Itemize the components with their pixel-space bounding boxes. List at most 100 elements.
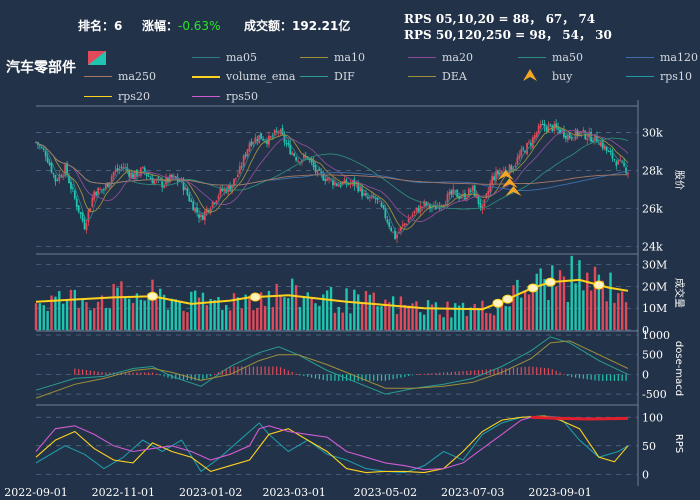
x-tick-label: 2022-11-01	[92, 486, 155, 499]
candle-body	[452, 188, 455, 195]
candle-body	[89, 208, 92, 213]
candle-body	[242, 155, 245, 168]
candle-body	[215, 200, 218, 204]
volume-marker	[544, 277, 556, 287]
macd-bar	[602, 374, 604, 381]
candle-body	[48, 162, 51, 165]
candle-body	[190, 200, 193, 202]
macd-bar	[322, 374, 324, 381]
candle-body	[143, 167, 146, 173]
macd-bar	[625, 374, 627, 381]
y-tick-label: 50	[642, 440, 656, 453]
candle-body	[332, 179, 334, 186]
volume-bar	[42, 305, 45, 330]
candle-body	[448, 191, 451, 195]
volume-bar	[411, 303, 414, 330]
macd-bar	[233, 366, 235, 375]
candle-body	[374, 198, 377, 200]
volume-bar	[322, 294, 325, 330]
candle-body	[320, 171, 323, 174]
candle-body	[500, 170, 503, 174]
macd-bar	[477, 370, 480, 375]
candle-body	[289, 143, 292, 155]
volume-bar	[593, 266, 597, 330]
candle-body	[446, 194, 449, 206]
candle-body	[421, 206, 424, 208]
volume-bar	[454, 303, 457, 330]
volume-bar	[329, 287, 333, 330]
macd-bar	[210, 374, 212, 377]
volume-bar	[609, 272, 612, 330]
volume-bar	[477, 309, 480, 330]
macd-bar	[369, 374, 371, 381]
macd-bar	[606, 374, 608, 381]
volume-bar	[85, 302, 88, 330]
macd-bar	[559, 372, 561, 375]
x-tick-label: 2023-09-01	[528, 486, 591, 499]
volume-bar	[523, 291, 527, 330]
candle-body	[73, 190, 76, 199]
candle-body	[186, 188, 189, 195]
macd-bar	[509, 367, 511, 375]
macd-bar	[314, 374, 317, 379]
candle-body	[531, 137, 534, 148]
volume-bar	[54, 296, 57, 330]
volume-bar	[543, 279, 546, 330]
volume-marker	[593, 280, 605, 290]
volume-bar	[61, 303, 65, 330]
candle-body	[335, 183, 338, 186]
candle-body	[273, 130, 276, 135]
volume-bar	[415, 301, 418, 330]
macd-bar	[474, 370, 476, 375]
ma10-line	[35, 125, 629, 230]
y-tick-label: 0	[642, 468, 649, 481]
macd-bar	[89, 370, 91, 375]
macd-bar	[179, 374, 181, 380]
candle-body	[502, 169, 505, 171]
volume-bar	[597, 274, 601, 330]
macd-bar	[229, 366, 231, 375]
macd-bar	[365, 374, 367, 381]
chart-title: 汽车零部件	[6, 60, 76, 76]
candle-body	[77, 205, 80, 212]
candle-body	[353, 179, 356, 186]
candle-body	[44, 151, 47, 157]
candle-body	[87, 210, 90, 222]
volume-bar	[617, 293, 620, 330]
volume-marker	[492, 298, 504, 308]
macd-bar	[528, 366, 530, 375]
candle-body	[400, 226, 402, 232]
macd-bar	[248, 366, 251, 375]
candle-body	[425, 202, 428, 206]
macd-bar	[303, 374, 305, 377]
candle-body	[293, 153, 296, 156]
macd-bar	[532, 366, 534, 375]
macd-bar	[287, 370, 289, 375]
candle-body	[114, 169, 117, 173]
volume-bar	[65, 300, 69, 330]
legend-swatch	[408, 76, 436, 77]
macd-bar	[443, 372, 445, 375]
candle-body	[615, 161, 618, 166]
x-tick-label: 2023-01-02	[179, 486, 242, 499]
volume-bar	[360, 302, 364, 330]
volume-bar	[403, 304, 406, 330]
volume-bar	[457, 305, 461, 330]
candle-body	[491, 175, 494, 185]
candle-body	[442, 204, 445, 207]
legend-swatch	[192, 57, 220, 58]
macd-bar	[516, 367, 518, 375]
candle-body	[522, 148, 525, 150]
y-tick-label: 100	[642, 411, 663, 424]
candle-body	[229, 185, 231, 192]
ma20-line	[35, 130, 629, 222]
candle-body	[444, 203, 447, 206]
volume-ema-line	[35, 278, 629, 311]
y-tick-label: 30k	[642, 127, 663, 140]
volume-bar	[46, 310, 49, 330]
volume-bar	[407, 305, 410, 330]
candle-body	[126, 167, 129, 171]
candle-body	[161, 179, 164, 188]
candle-body	[563, 129, 565, 138]
